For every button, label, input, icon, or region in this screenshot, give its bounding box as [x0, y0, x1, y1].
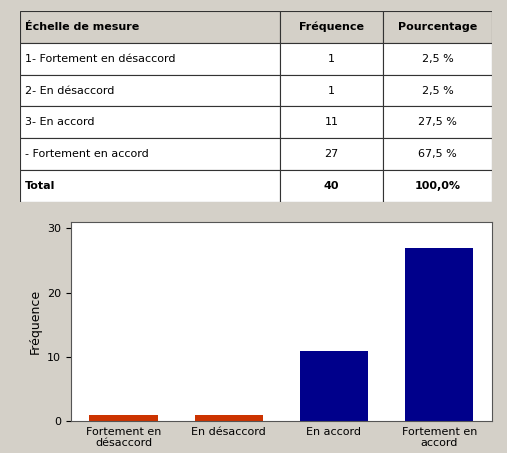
Bar	[20, 170, 280, 202]
Text: 1: 1	[328, 54, 335, 64]
Bar	[280, 11, 383, 43]
Text: 3- En accord: 3- En accord	[25, 117, 94, 127]
Text: - Fortement en accord: - Fortement en accord	[25, 149, 149, 159]
Text: 2,5 %: 2,5 %	[422, 54, 453, 64]
Text: Fréquence: Fréquence	[299, 22, 364, 33]
Bar	[383, 43, 492, 75]
Text: 27: 27	[324, 149, 339, 159]
Bar	[20, 106, 280, 138]
Text: 1: 1	[328, 86, 335, 96]
Text: 67,5 %: 67,5 %	[418, 149, 457, 159]
Bar	[195, 415, 263, 421]
Bar	[405, 248, 474, 421]
Bar	[89, 415, 158, 421]
Bar	[280, 138, 383, 170]
Bar	[383, 138, 492, 170]
Text: 27,5 %: 27,5 %	[418, 117, 457, 127]
Bar	[20, 75, 280, 106]
Bar	[20, 11, 280, 43]
Bar	[280, 43, 383, 75]
Bar	[300, 351, 368, 421]
Text: Échelle de mesure: Échelle de mesure	[25, 22, 139, 32]
Bar	[20, 138, 280, 170]
Text: 11: 11	[324, 117, 339, 127]
Text: 100,0%: 100,0%	[415, 181, 460, 191]
Text: 2,5 %: 2,5 %	[422, 86, 453, 96]
Bar	[383, 11, 492, 43]
Text: 2- En désaccord: 2- En désaccord	[25, 86, 115, 96]
Text: 1- Fortement en désaccord: 1- Fortement en désaccord	[25, 54, 175, 64]
Bar	[20, 43, 280, 75]
Text: 40: 40	[324, 181, 339, 191]
Bar	[383, 75, 492, 106]
Bar	[280, 170, 383, 202]
Text: Total: Total	[25, 181, 55, 191]
Bar	[280, 75, 383, 106]
Y-axis label: Fréquence: Fréquence	[28, 289, 42, 354]
Bar	[280, 106, 383, 138]
Bar	[383, 106, 492, 138]
Bar	[383, 170, 492, 202]
Text: Pourcentage: Pourcentage	[398, 22, 477, 32]
